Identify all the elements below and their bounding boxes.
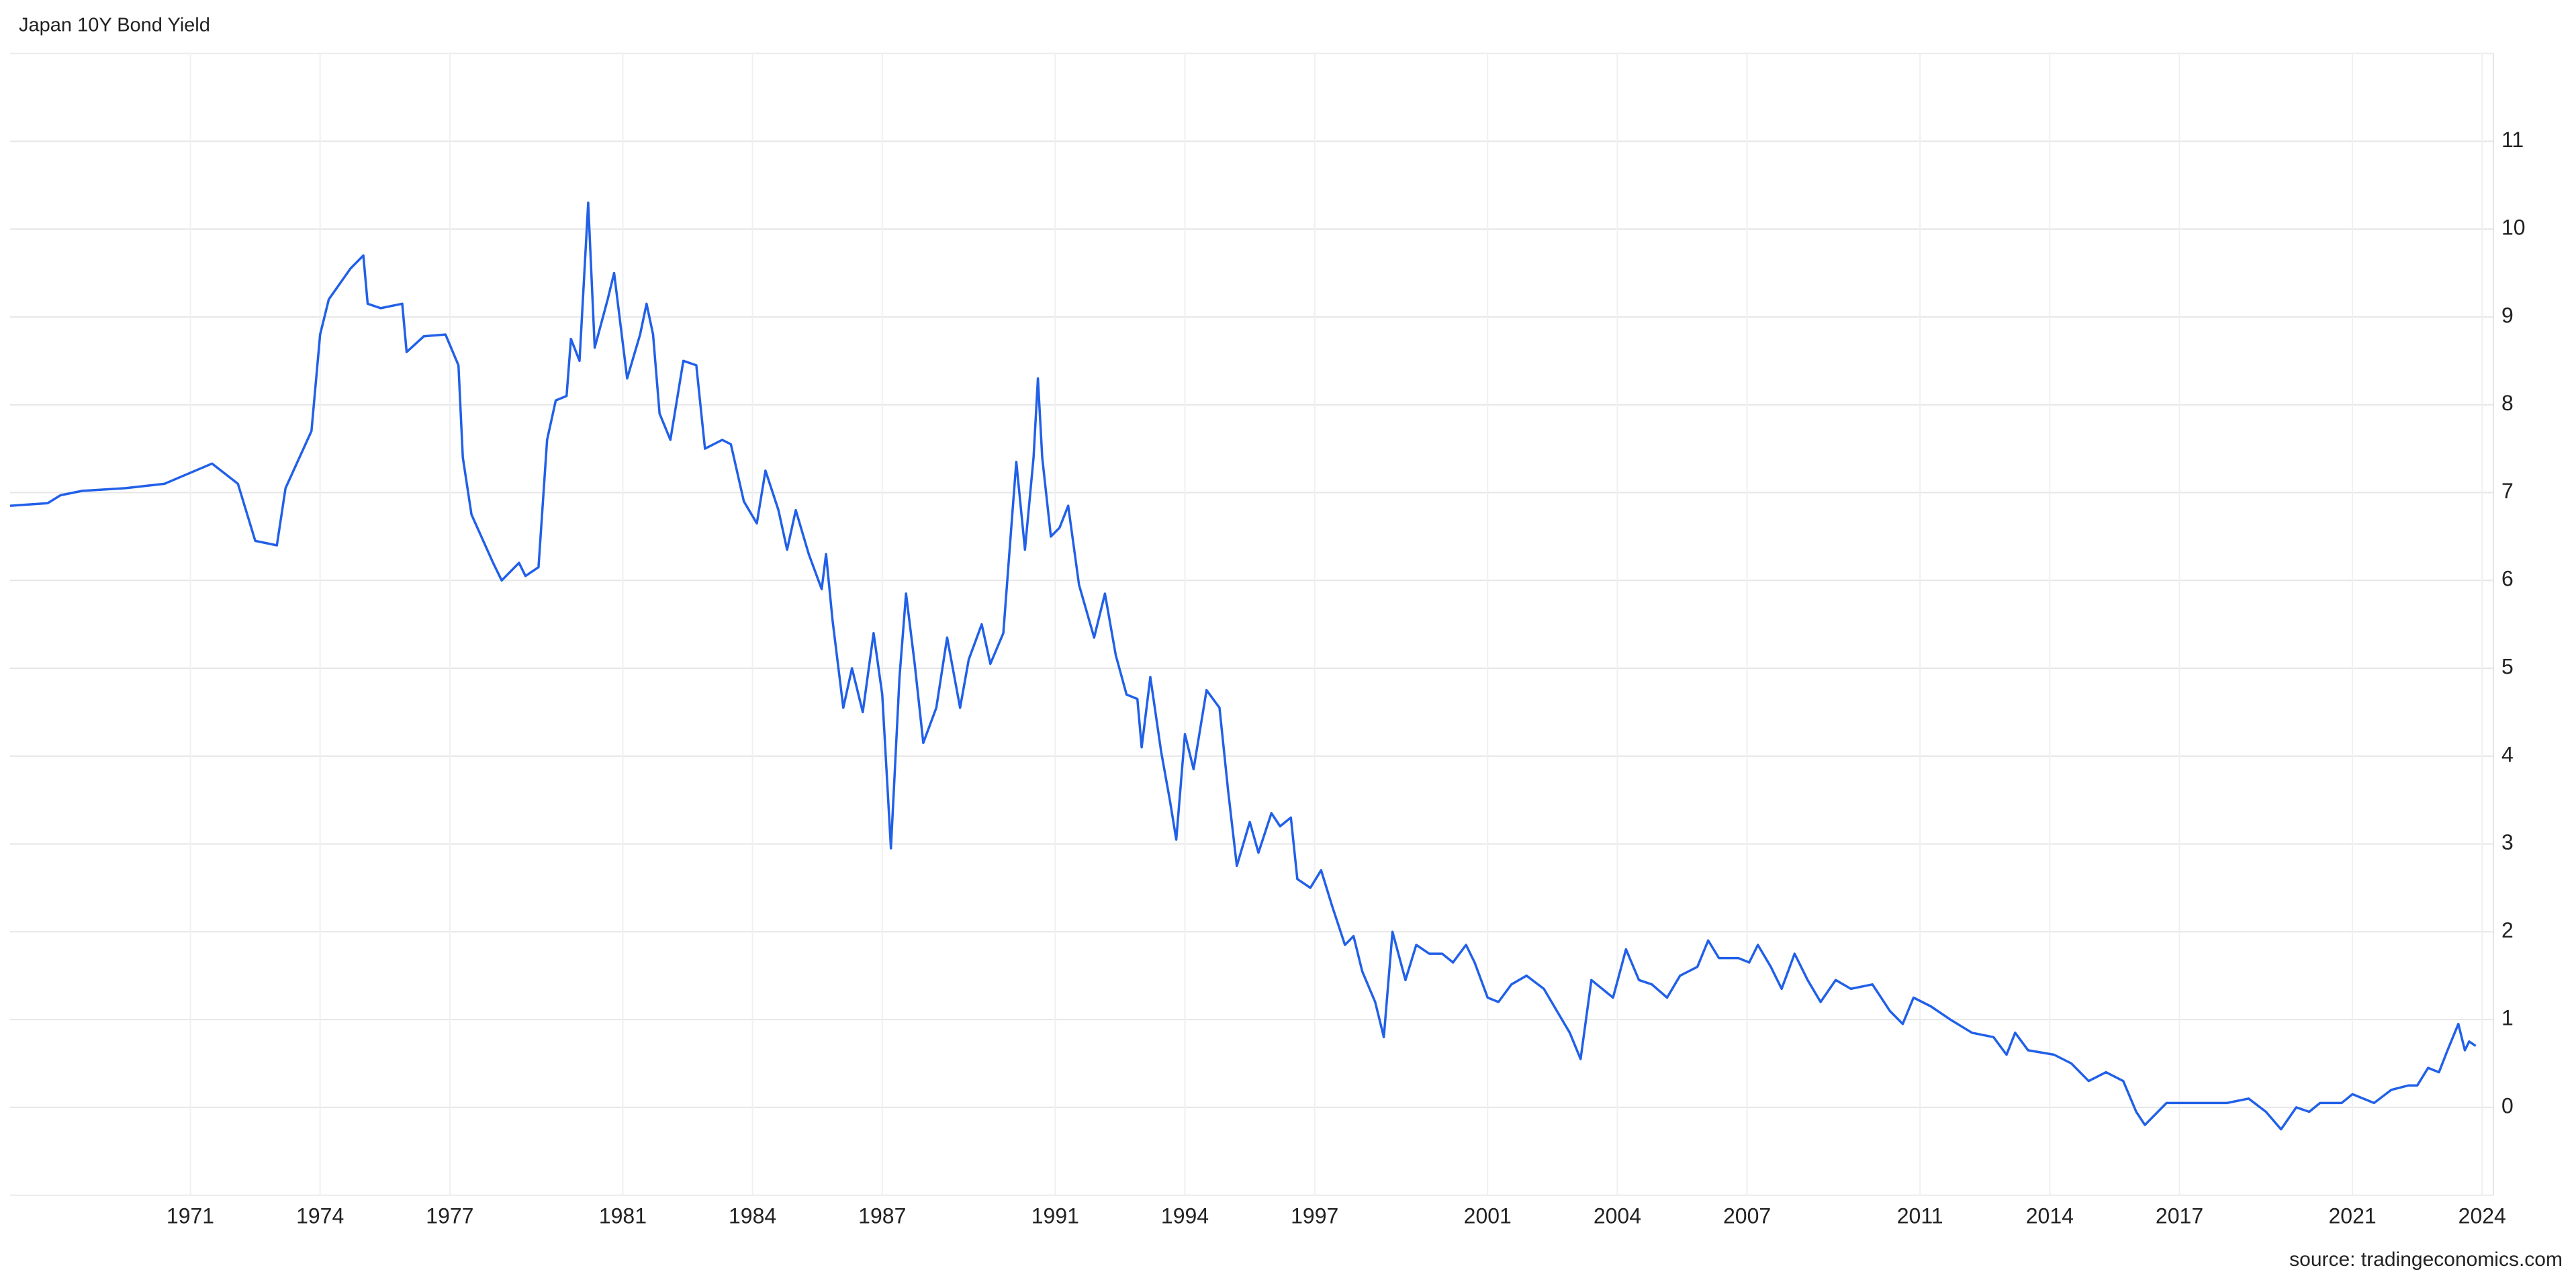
x-tick-label: 1994	[1161, 1203, 1209, 1228]
x-tick-label: 1984	[729, 1203, 776, 1228]
x-tick-label: 2004	[1594, 1203, 1641, 1228]
chart-title: Japan 10Y Bond Yield	[19, 15, 210, 36]
x-tick-label: 1977	[426, 1203, 473, 1228]
y-tick-label: 10	[2501, 216, 2526, 240]
y-tick-label: 3	[2501, 830, 2514, 854]
y-tick-label: 6	[2501, 567, 2514, 591]
x-tick-label: 2011	[1897, 1203, 1943, 1228]
y-tick-label: 9	[2501, 303, 2514, 327]
x-tick-label: 1971	[167, 1203, 214, 1228]
y-tick-label: 8	[2501, 391, 2514, 415]
x-tick-label: 2014	[2026, 1203, 2074, 1228]
x-tick-label: 1997	[1291, 1203, 1338, 1228]
x-tick-label: 2021	[2328, 1203, 2376, 1228]
x-tick-label: 1987	[858, 1203, 906, 1228]
x-tick-label: 1974	[296, 1203, 344, 1228]
y-tick-label: 0	[2501, 1093, 2514, 1118]
x-tick-label: 2007	[1723, 1203, 1771, 1228]
y-tick-label: 2	[2501, 918, 2514, 942]
yield-line	[9, 201, 2477, 1131]
y-tick-label: 5	[2501, 654, 2514, 678]
y-tick-label: 7	[2501, 479, 2514, 503]
y-tick-label: 1	[2501, 1006, 2514, 1030]
y-tick-label: 11	[2501, 128, 2524, 152]
source-note: source: tradingeconomics.com	[2289, 1248, 2563, 1271]
x-tick-label: 1981	[599, 1203, 647, 1228]
x-tick-label: 2024	[2458, 1203, 2506, 1228]
x-tick-label: 2001	[1464, 1203, 1512, 1228]
y-tick-label: 4	[2501, 742, 2514, 766]
x-tick-label: 1991	[1031, 1203, 1079, 1228]
x-tick-label: 2017	[2156, 1203, 2203, 1228]
